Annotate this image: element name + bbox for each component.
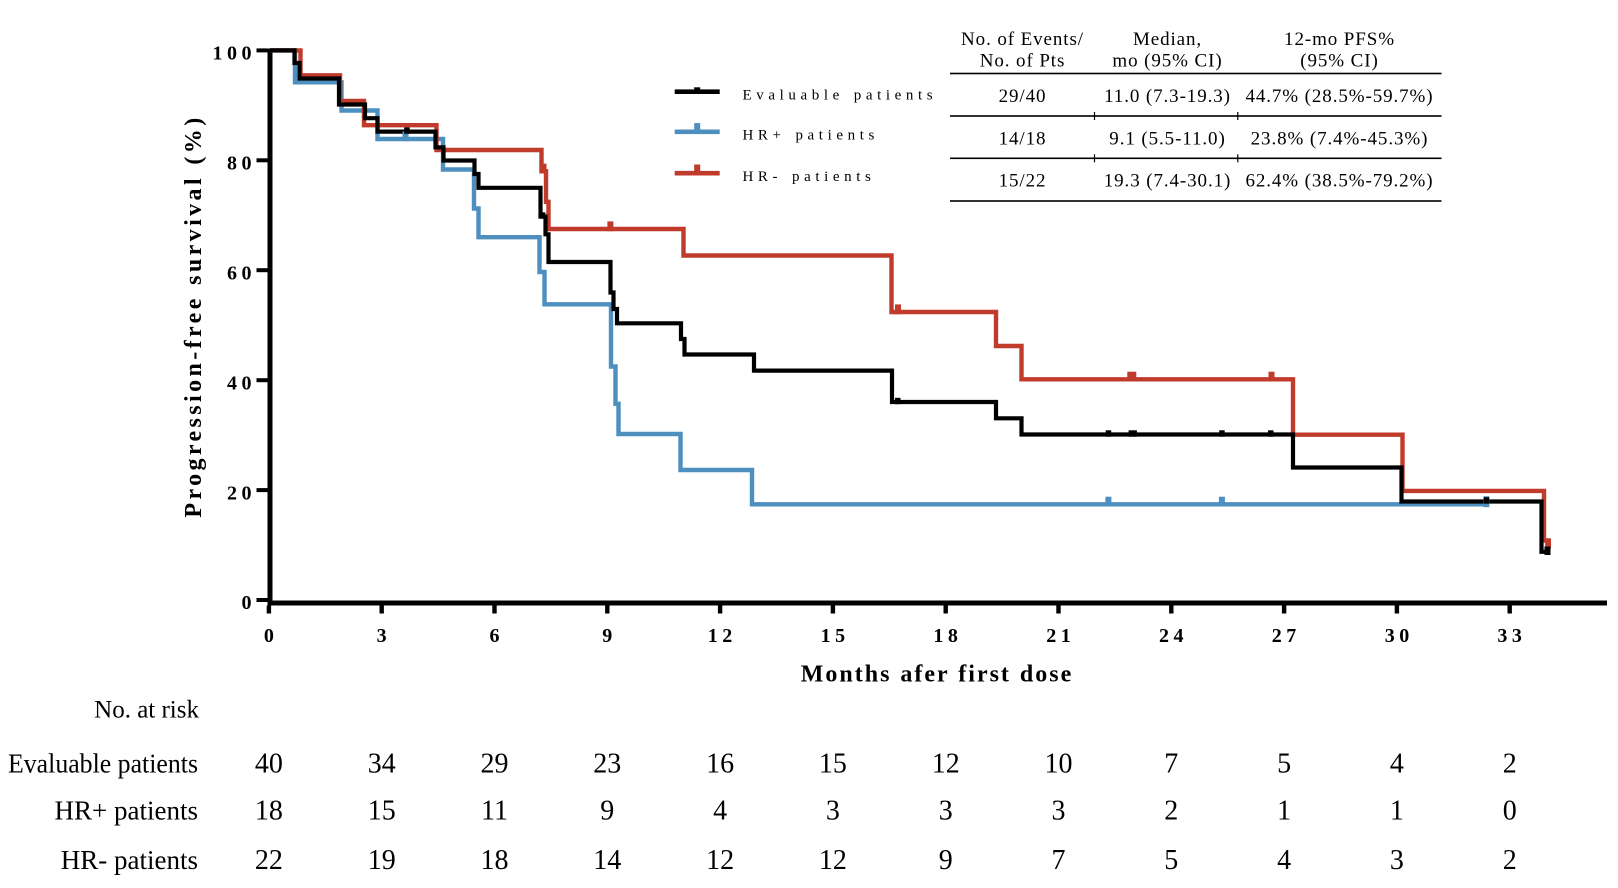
svg-text:22: 22 — [255, 845, 283, 876]
svg-text:11.0 (7.3-19.3): 11.0 (7.3-19.3) — [1104, 86, 1231, 107]
svg-text:62.4% (38.5%-79.2%): 62.4% (38.5%-79.2%) — [1245, 171, 1433, 192]
svg-text:80: 80 — [227, 153, 256, 175]
svg-text:2: 2 — [1164, 796, 1178, 827]
svg-text:15: 15 — [821, 625, 850, 647]
svg-text:19.3 (7.4-30.1): 19.3 (7.4-30.1) — [1104, 171, 1231, 192]
svg-text:12: 12 — [708, 625, 737, 647]
svg-text:9: 9 — [600, 796, 614, 827]
svg-text:Evaluable patients: Evaluable patients — [8, 748, 198, 778]
svg-text:HR+ patients: HR+ patients — [743, 128, 879, 144]
svg-text:HR+ patients: HR+ patients — [55, 796, 198, 826]
svg-text:14/18: 14/18 — [999, 129, 1047, 150]
svg-text:12: 12 — [706, 845, 734, 876]
svg-text:12: 12 — [819, 845, 847, 876]
svg-text:29: 29 — [481, 748, 509, 779]
svg-text:4: 4 — [1277, 845, 1291, 876]
svg-text:3: 3 — [1390, 845, 1404, 876]
svg-text:3: 3 — [939, 796, 953, 827]
svg-text:21: 21 — [1046, 625, 1075, 647]
svg-text:No. of Events/: No. of Events/ — [961, 29, 1084, 50]
svg-text:10: 10 — [1045, 748, 1073, 779]
svg-text:6: 6 — [490, 625, 505, 647]
svg-text:No. at risk: No. at risk — [94, 697, 199, 724]
svg-text:12: 12 — [932, 748, 960, 779]
svg-text:23: 23 — [593, 748, 621, 779]
svg-text:40: 40 — [255, 748, 283, 779]
svg-text:30: 30 — [1385, 625, 1414, 647]
svg-text:4: 4 — [1390, 748, 1404, 779]
svg-text:1: 1 — [1390, 796, 1404, 827]
svg-text:Evaluable patients: Evaluable patients — [743, 88, 938, 104]
svg-text:mo (95% CI): mo (95% CI) — [1112, 51, 1222, 72]
svg-text:16: 16 — [706, 748, 734, 779]
svg-text:2: 2 — [1503, 845, 1517, 876]
svg-text:40: 40 — [227, 372, 256, 394]
svg-text:2: 2 — [1503, 748, 1517, 779]
svg-text:0: 0 — [242, 592, 257, 614]
svg-text:44.7% (28.5%-59.7%): 44.7% (28.5%-59.7%) — [1245, 86, 1433, 107]
svg-text:27: 27 — [1272, 625, 1301, 647]
svg-text:Months afer first dose: Months afer first dose — [801, 662, 1074, 688]
svg-text:34: 34 — [368, 748, 396, 779]
svg-text:12-mo PFS%: 12-mo PFS% — [1284, 29, 1395, 50]
svg-text:0: 0 — [264, 625, 279, 647]
svg-text:15: 15 — [368, 796, 396, 827]
svg-text:100: 100 — [213, 43, 257, 65]
svg-text:18: 18 — [933, 625, 962, 647]
svg-text:9.1 (5.5-11.0): 9.1 (5.5-11.0) — [1109, 129, 1225, 150]
svg-text:Median,: Median, — [1133, 29, 1202, 50]
svg-text:5: 5 — [1277, 748, 1291, 779]
svg-text:Progression-free survival (%): Progression-free survival (%) — [181, 114, 207, 517]
svg-text:HR- patients: HR- patients — [61, 845, 198, 875]
svg-text:5: 5 — [1164, 845, 1178, 876]
svg-text:15: 15 — [819, 748, 847, 779]
svg-text:1: 1 — [1277, 796, 1291, 827]
svg-text:3: 3 — [826, 796, 840, 827]
svg-text:9: 9 — [939, 845, 953, 876]
svg-text:(95% CI): (95% CI) — [1300, 51, 1378, 72]
svg-text:23.8% (7.4%-45.3%): 23.8% (7.4%-45.3%) — [1251, 129, 1429, 150]
svg-text:11: 11 — [481, 796, 508, 827]
svg-text:7: 7 — [1164, 748, 1178, 779]
svg-text:20: 20 — [227, 482, 256, 504]
svg-text:14: 14 — [593, 845, 621, 876]
svg-text:3: 3 — [1052, 796, 1066, 827]
svg-text:24: 24 — [1159, 625, 1188, 647]
svg-text:4: 4 — [713, 796, 727, 827]
svg-text:3: 3 — [377, 625, 392, 647]
svg-text:9: 9 — [602, 625, 617, 647]
svg-text:HR- patients: HR- patients — [743, 169, 876, 185]
svg-text:18: 18 — [481, 845, 509, 876]
svg-text:29/40: 29/40 — [999, 86, 1047, 107]
svg-text:60: 60 — [227, 262, 256, 284]
svg-text:0: 0 — [1503, 796, 1517, 827]
svg-text:No. of Pts: No. of Pts — [980, 51, 1066, 72]
svg-text:15/22: 15/22 — [999, 171, 1047, 192]
svg-text:33: 33 — [1497, 625, 1526, 647]
svg-text:18: 18 — [255, 796, 283, 827]
svg-text:19: 19 — [368, 845, 396, 876]
svg-text:7: 7 — [1052, 845, 1066, 876]
